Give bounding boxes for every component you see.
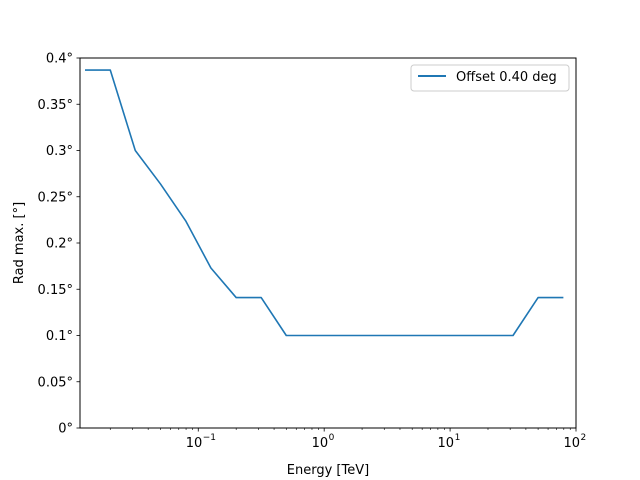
series-line <box>85 69 564 337</box>
legend-label: Offset 0.40 deg <box>456 70 557 85</box>
y-tick-label: 0.3° <box>46 144 73 159</box>
x-axis-ticks: 10 −1 10 0 10 1 10 2 <box>109 428 586 451</box>
y-tick-label: 0° <box>58 422 73 437</box>
x-tick-label-exponent: −1 <box>203 433 216 443</box>
x-tick-label-exponent: 0 <box>329 433 335 443</box>
y-tick-label: 0.2° <box>46 237 73 252</box>
y-tick-label: 0.25° <box>38 190 73 205</box>
legend-box <box>410 64 570 92</box>
y-tick-label: 0.35° <box>38 98 73 113</box>
x-tick-label-base: 10 <box>438 436 455 451</box>
y-axis-label: Rad max. [°] <box>12 202 27 284</box>
plot-area <box>85 69 564 337</box>
x-tick-label: 10 2 <box>563 433 586 451</box>
y-axis-ticks: 0° 0.05° 0.1° 0.15° 0.2° 0.25° 0.3° 0.35° 0.4° <box>38 52 80 437</box>
x-tick-label-base: 10 <box>563 436 580 451</box>
y-tick-label: 0.05° <box>38 375 73 390</box>
x-axis-label: Energy [TeV] <box>287 463 369 478</box>
y-tick-label: 0.15° <box>38 283 73 298</box>
x-tick-label: 10 −1 <box>186 433 216 451</box>
x-tick-label-base: 10 <box>186 436 203 451</box>
x-tick-label-exponent: 1 <box>455 433 461 443</box>
y-tick-label: 0.1° <box>46 329 73 344</box>
x-tick-label: 10 0 <box>312 433 335 451</box>
legend: Offset 0.40 deg <box>410 64 570 92</box>
x-tick-label-exponent: 2 <box>581 433 587 443</box>
x-tick-label-base: 10 <box>312 436 329 451</box>
y-tick-label: 0.4° <box>46 52 73 67</box>
x-tick-label: 10 1 <box>438 433 461 451</box>
